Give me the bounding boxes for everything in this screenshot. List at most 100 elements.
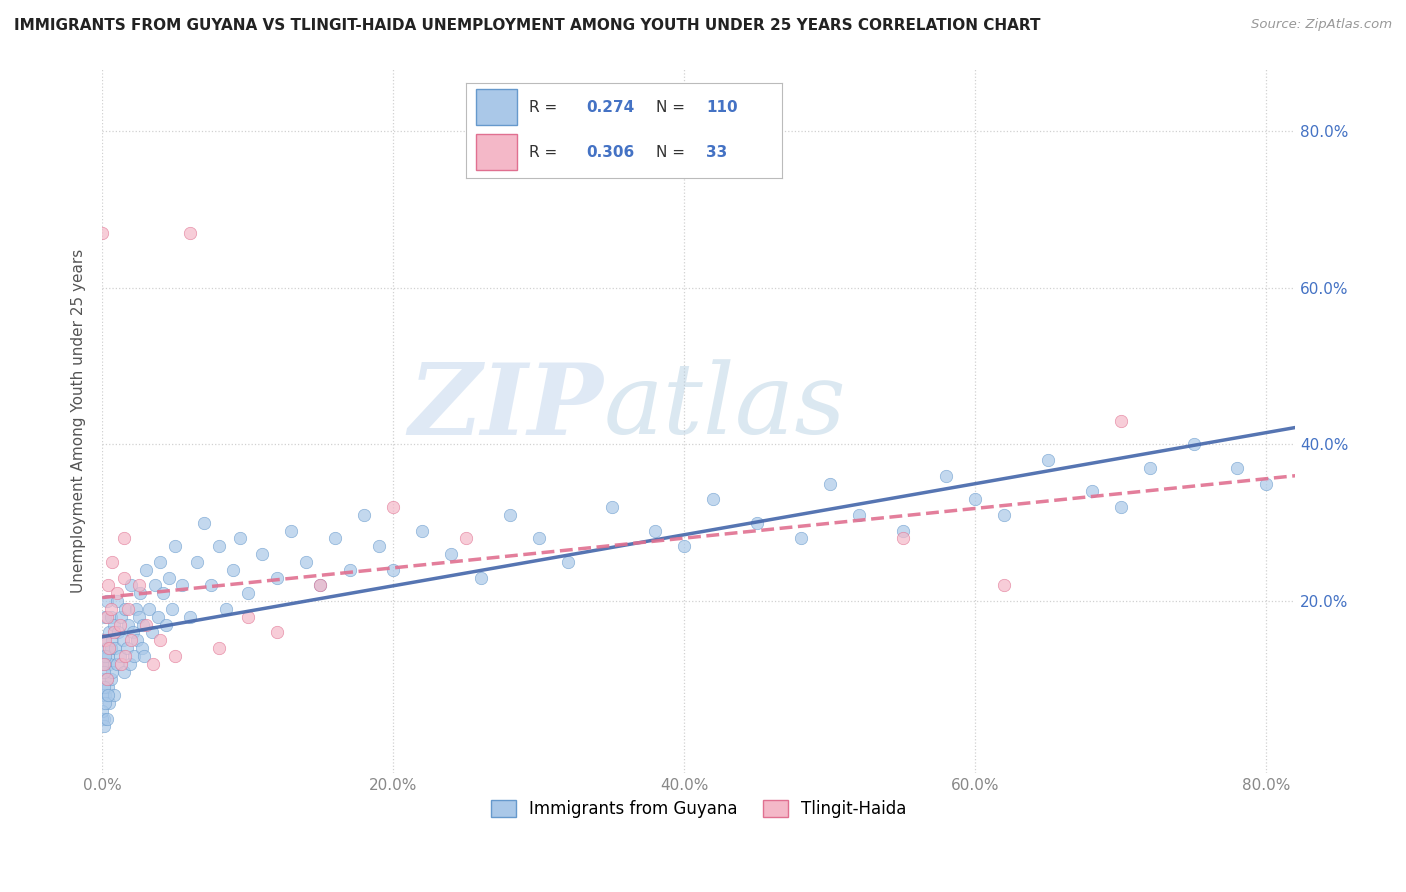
Point (100, 609, 122, 624)
Point (1036, 453, 1059, 467)
Point (108, 617, 131, 632)
Point (114, 602, 136, 616)
Point (160, 602, 183, 616)
Point (94, 657, 117, 671)
Point (120, 633, 142, 648)
Point (527, 532, 550, 546)
Point (96, 673, 118, 687)
Point (179, 226, 201, 240)
Point (91, 688, 114, 702)
Point (117, 602, 139, 616)
Point (93, 633, 115, 648)
Point (112, 665, 135, 679)
Point (353, 508, 375, 522)
Point (110, 609, 132, 624)
Point (101, 555, 124, 569)
Point (110, 657, 132, 671)
Point (120, 578, 142, 592)
Point (132, 617, 155, 632)
Point (96, 712, 118, 726)
Text: atlas: atlas (603, 359, 846, 455)
Point (146, 609, 169, 624)
Point (891, 532, 914, 546)
Point (789, 532, 811, 546)
Point (100, 602, 122, 616)
Text: IMMIGRANTS FROM GUYANA VS TLINGIT-HAIDA UNEMPLOYMENT AMONG YOUTH UNDER 25 YEARS : IMMIGRANTS FROM GUYANA VS TLINGIT-HAIDA … (14, 18, 1040, 33)
Point (96, 673, 118, 687)
Point (193, 516, 215, 530)
Point (411, 524, 433, 538)
Point (1256, 476, 1278, 491)
Point (129, 586, 152, 600)
Point (745, 516, 768, 530)
Point (557, 555, 579, 569)
Point (215, 602, 238, 616)
Point (470, 571, 492, 585)
Point (142, 657, 165, 671)
Point (236, 609, 259, 624)
Point (117, 617, 139, 632)
Point (135, 617, 157, 632)
Point (993, 578, 1015, 592)
Point (141, 625, 163, 640)
Point (149, 633, 172, 648)
Point (128, 578, 150, 592)
Point (98, 657, 121, 671)
Point (1139, 461, 1161, 475)
Point (1080, 484, 1102, 499)
Point (186, 555, 208, 569)
Point (143, 578, 166, 592)
Point (118, 657, 141, 671)
Point (98, 696, 121, 710)
Point (673, 539, 696, 553)
Point (200, 578, 222, 592)
Point (108, 648, 131, 663)
Y-axis label: Unemployment Among Youth under 25 years: Unemployment Among Youth under 25 years (72, 249, 86, 593)
Point (94, 633, 117, 648)
Point (97, 688, 120, 702)
Point (93, 719, 115, 733)
Point (93, 657, 115, 671)
Point (96, 594, 118, 608)
Point (222, 563, 245, 577)
Point (97, 578, 120, 592)
Point (125, 602, 148, 616)
Point (498, 508, 520, 522)
Point (891, 524, 914, 538)
Point (93, 673, 115, 687)
Point (121, 625, 143, 640)
Point (152, 586, 174, 600)
Point (103, 617, 125, 632)
Point (105, 594, 128, 608)
Point (101, 665, 124, 679)
Point (163, 648, 186, 663)
Point (128, 609, 150, 624)
Point (454, 532, 477, 546)
Point (309, 578, 332, 592)
Point (91, 657, 114, 671)
Point (93, 680, 115, 694)
Point (107, 625, 129, 640)
Point (91, 712, 114, 726)
Point (309, 578, 332, 592)
Point (96, 641, 118, 656)
Text: ZIP: ZIP (408, 359, 603, 455)
Point (993, 508, 1015, 522)
Point (600, 500, 623, 515)
Point (122, 648, 145, 663)
Point (112, 571, 135, 585)
Point (702, 492, 724, 507)
Point (100, 673, 122, 687)
Point (965, 492, 987, 507)
Point (138, 602, 160, 616)
Point (179, 609, 201, 624)
Point (93, 712, 115, 726)
Point (112, 532, 135, 546)
Point (135, 563, 157, 577)
Point (1109, 500, 1132, 515)
Point (94, 648, 117, 663)
Point (163, 539, 186, 553)
Point (91, 226, 114, 240)
Point (440, 547, 463, 561)
Point (1226, 461, 1249, 475)
